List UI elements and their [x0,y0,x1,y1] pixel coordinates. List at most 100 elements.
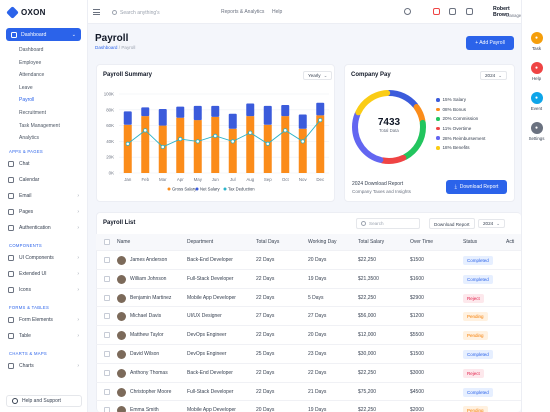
donut-segment[interactable] [352,90,426,164]
bar-gross-salary[interactable] [158,125,167,173]
column-header-acti[interactable]: Acti [506,239,515,245]
message-icon[interactable] [449,8,456,15]
row-checkbox[interactable] [104,332,110,339]
point-tax-deduction[interactable] [125,141,130,146]
table-row[interactable]: William Johnson Full-Stack Developer 22 Da… [96,268,521,288]
point-tax-deduction[interactable] [230,139,235,144]
bar-net-salary[interactable] [123,111,132,125]
sidebar-item-table[interactable]: Table › [0,328,87,344]
bar-net-salary[interactable] [176,106,185,118]
row-checkbox[interactable] [104,257,110,263]
employee-name[interactable]: Anthony Thomas [130,369,168,376]
sidebar-item-calendar[interactable]: Calendar [0,172,87,188]
point-tax-deduction[interactable] [195,139,200,144]
bar-gross-salary[interactable] [281,116,290,173]
employee-name[interactable]: David Wilson [130,351,160,357]
table-row[interactable]: Christopher Moore Full-Stack Developer 22 … [96,381,521,401]
list-year-select[interactable]: 2024 ⌄ [478,219,505,228]
notification-icon[interactable] [433,8,440,15]
sidebar-item-charts[interactable]: Charts › [0,358,87,374]
user-name[interactable]: Robert Brown [493,6,510,18]
help-support-button[interactable]: Help and Support [6,395,82,407]
list-search-input[interactable]: Search [356,218,420,229]
employee-name[interactable]: Emma Smith [130,407,159,412]
sidebar-item-email[interactable]: Email › [0,188,87,204]
rail-task[interactable]: ● Task [522,32,550,51]
employee-name[interactable]: Benjamin Martinez [130,294,172,301]
table-row[interactable]: Matthew Taylor DevOps Engineer 22 Days 20 D… [96,325,521,344]
bar-gross-salary[interactable] [246,116,255,173]
bar-net-salary[interactable] [246,103,255,117]
employee-name[interactable]: William Johnson [130,275,167,282]
sidebar-item-ui-components[interactable]: UI Components › [0,250,87,266]
point-tax-deduction[interactable] [300,139,305,144]
select-all-checkbox[interactable] [104,239,110,245]
column-header-total-days[interactable]: Total Days [256,239,280,245]
table-row[interactable]: David Wilson DevOps Engineer 25 Days 23 Day… [96,344,521,363]
employee-name[interactable]: Christopher Moore [130,388,172,395]
period-select[interactable]: Yearly ⌄ [303,71,333,80]
theme-toggle-icon[interactable] [404,8,411,15]
list-download-button[interactable]: Download Report [429,218,475,229]
sidebar-item-icons[interactable]: Icons › [0,282,87,298]
bar-gross-salary[interactable] [298,128,307,173]
donut-segment[interactable] [352,90,426,164]
bar-net-salary[interactable] [263,105,272,125]
bar-net-salary[interactable] [141,107,150,117]
bar-net-salary[interactable] [316,102,325,116]
sidebar-sub-item-attendance[interactable]: Attendance [19,72,45,79]
reports-analytics-link[interactable]: Reports & Analytics [221,9,265,15]
column-header-total-salary[interactable]: Total Salary [358,239,385,245]
sidebar-item-authentication[interactable]: Authentication › [0,220,87,236]
breadcrumb-home[interactable]: Dashboard [95,45,118,50]
column-header-department[interactable]: Department [187,239,214,245]
bar-gross-salary[interactable] [263,124,272,173]
hamburger-icon[interactable] [93,9,100,15]
table-row[interactable]: Emma Smith Mobile App Developer 20 Days 19 … [96,400,521,412]
sidebar-item-form-elements[interactable]: Form Elements › [0,312,87,328]
point-tax-deduction[interactable] [178,136,183,142]
point-tax-deduction[interactable] [283,128,288,133]
bar-net-salary[interactable] [193,105,202,121]
bar-net-salary[interactable] [158,109,167,126]
sidebar-sub-item-recruitment[interactable]: Recruitment [19,109,46,116]
table-row[interactable]: Anthony Thomas Back-End Developer 22 Days 2… [96,362,521,382]
sidebar-sub-item-analytics[interactable]: Analytics [19,135,40,142]
logo[interactable]: OXON [0,0,87,24]
bar-gross-salary[interactable] [141,116,150,173]
grid-icon[interactable] [466,8,473,15]
bar-net-salary[interactable] [211,105,220,117]
sidebar-item-extended-ui[interactable]: Extended UI › [0,266,87,282]
column-header-over-time[interactable]: Over Time [410,239,434,245]
rail-event[interactable]: ● Event [522,92,550,111]
bar-gross-salary[interactable] [123,124,132,173]
table-row[interactable]: James Anderson Back-End Developer 22 Days 2… [96,250,521,269]
rail-help[interactable]: ● Help [522,62,550,81]
row-checkbox[interactable] [104,313,110,320]
table-row[interactable]: Michael Davis UI/UX Designer 27 Days 27 Day… [96,306,521,325]
bar-net-salary[interactable] [281,105,290,117]
sidebar-item-pages[interactable]: Pages › [0,204,87,220]
sidebar-sub-item-leave[interactable]: Leave [19,84,33,91]
point-tax-deduction[interactable] [213,133,218,138]
bar-net-salary[interactable] [298,114,307,129]
bar-gross-salary[interactable] [193,120,202,173]
table-row[interactable]: Benjamin Martinez Mobile App Developer 22 … [96,287,521,307]
point-tax-deduction[interactable] [318,117,323,123]
download-report-button[interactable]: ⤓ Download Report [446,180,507,194]
column-header-working-day[interactable]: Working Day [308,239,337,245]
bar-gross-salary[interactable] [211,116,220,173]
row-checkbox[interactable] [104,407,110,412]
donut-segment[interactable] [352,90,426,164]
rail-settings[interactable]: ● Settings [522,122,550,141]
donut-segment[interactable] [352,90,426,164]
sidebar-sub-item-payroll[interactable]: Payroll [19,97,35,104]
row-checkbox[interactable] [104,351,110,357]
column-header-name[interactable]: Name [117,239,131,245]
row-checkbox[interactable] [104,294,110,301]
point-tax-deduction[interactable] [265,141,270,146]
employee-name[interactable]: James Anderson [130,257,168,263]
row-checkbox[interactable] [104,369,110,376]
search-input[interactable]: Search anything's [112,7,210,18]
sidebar-sub-item-employee[interactable]: Employee [19,59,42,66]
